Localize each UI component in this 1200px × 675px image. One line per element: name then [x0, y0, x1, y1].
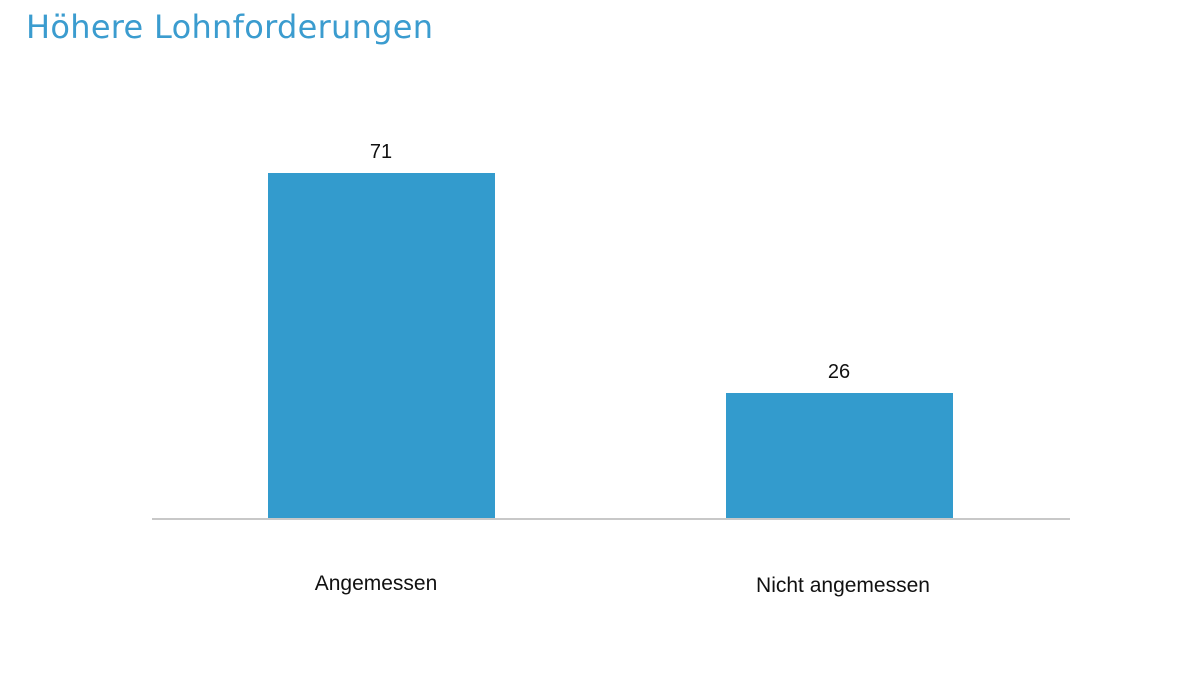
bar-nicht-angemessen	[726, 393, 953, 519]
chart-title: Höhere Lohnforderungen	[26, 8, 434, 46]
bar-value-label: 71	[369, 141, 393, 163]
x-axis-category-label: Nicht angemessen	[756, 574, 930, 597]
bar-angemessen	[268, 173, 495, 519]
x-axis-category-label: Angemessen	[314, 572, 438, 595]
bar-value-label: 26	[827, 361, 851, 383]
x-axis-line	[152, 518, 1070, 520]
